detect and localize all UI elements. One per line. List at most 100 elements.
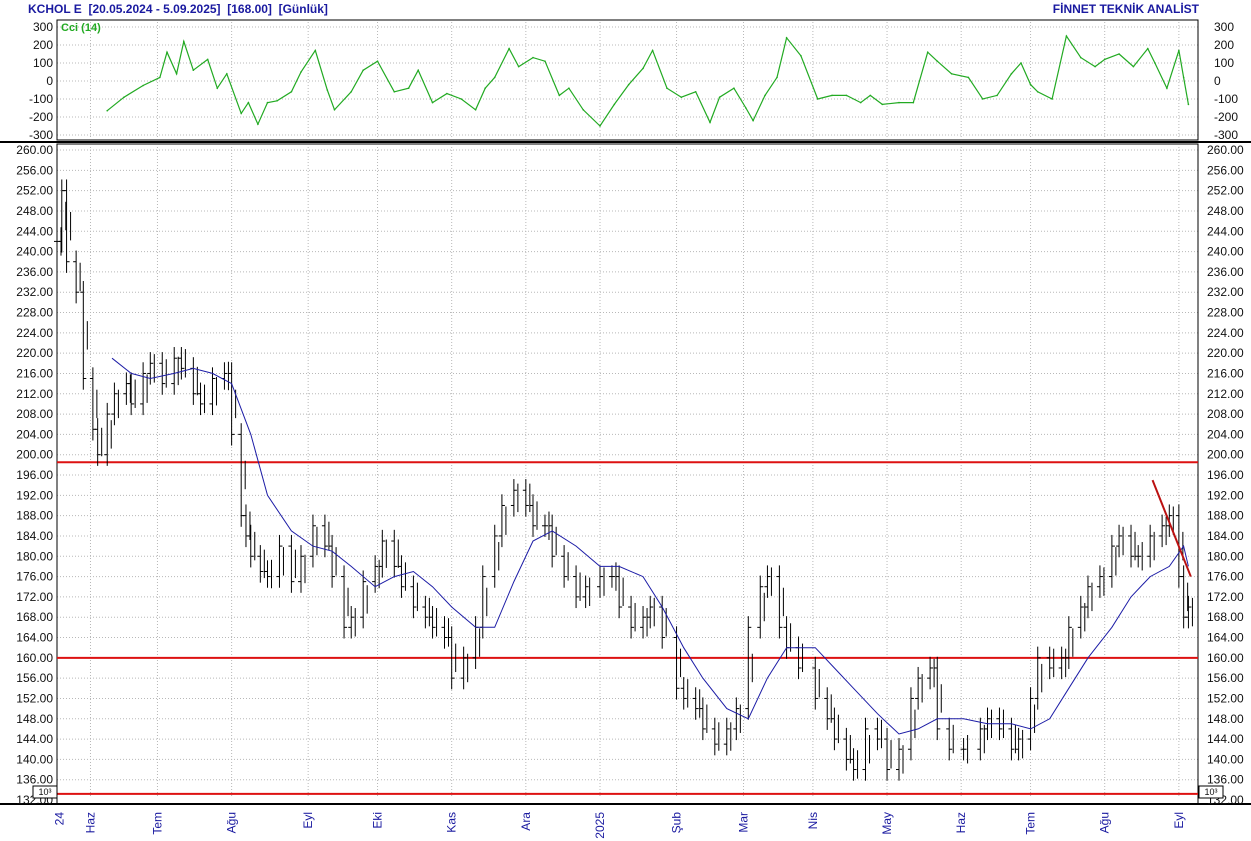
- price-ytick-left: 140.00: [16, 752, 53, 766]
- chart-header-right: FİNNET TEKNİK ANALİST: [1052, 2, 1199, 16]
- cci-point: [718, 96, 721, 98]
- cci-ytick-right: -200: [1214, 110, 1238, 124]
- cci-frame: [56, 19, 1199, 141]
- price-ytick-left: 240.00: [16, 245, 53, 259]
- price-ytick-left: 196.00: [16, 468, 53, 482]
- cci-ytick-left: 300: [33, 20, 53, 34]
- x-tick-label: Eyl: [1172, 812, 1186, 829]
- price-ytick-right: 248.00: [1207, 204, 1244, 218]
- cci-point: [776, 76, 778, 79]
- price-ytick-left: 260.00: [16, 143, 53, 157]
- cci-line: [106, 34, 1189, 127]
- price-ytick-right: 156.00: [1207, 671, 1244, 685]
- price-ytick-right: 176.00: [1207, 570, 1244, 584]
- cci-point: [142, 84, 144, 87]
- x-tick-label: Eki: [371, 812, 385, 829]
- cci-point: [800, 55, 802, 57]
- cci-point: [1036, 91, 1039, 93]
- price-ytick-left: 192.00: [16, 488, 53, 502]
- cci-point: [544, 60, 546, 62]
- price-ytick-left: 180.00: [16, 549, 53, 563]
- cci-point: [936, 60, 939, 62]
- price-ytick-left: 244.00: [16, 224, 53, 238]
- cci-point: [1065, 35, 1068, 37]
- cci-point: [192, 69, 195, 71]
- cci-ytick-right: 300: [1214, 20, 1234, 34]
- price-ytick-left: 200.00: [16, 448, 53, 462]
- price-ytick-left: 220.00: [16, 346, 53, 360]
- cci-point: [613, 103, 616, 106]
- cci-ytick-left: -100: [29, 92, 53, 106]
- price-ytick-right: 192.00: [1207, 488, 1244, 502]
- cci-ytick-left: 0: [46, 74, 53, 88]
- cci-point: [240, 112, 242, 115]
- cci-point: [290, 91, 293, 93]
- cci-ytick-right: -100: [1214, 92, 1238, 106]
- axis-badge-right-text: 10³: [1204, 787, 1217, 797]
- price-ytick-left: 184.00: [16, 529, 53, 543]
- trend-line: [1151, 479, 1192, 577]
- x-tick-label: Kas: [445, 812, 459, 833]
- price-ytick-left: 256.00: [16, 163, 53, 177]
- cci-point: [493, 76, 496, 79]
- moving-average-line: [111, 357, 1189, 735]
- cci-point: [1094, 65, 1096, 68]
- cci-point: [859, 101, 862, 104]
- cci-point: [1079, 56, 1082, 59]
- x-tick-label: Haz: [954, 812, 968, 833]
- price-ytick-left: 212.00: [16, 387, 53, 401]
- grid-layer: [57, 22, 1198, 798]
- axis-badge-right: [1198, 785, 1224, 799]
- price-ytick-left: 144.00: [16, 732, 53, 746]
- cci-point: [247, 101, 250, 104]
- cci-point: [474, 109, 477, 111]
- cci-point: [816, 98, 819, 100]
- price-ytick-right: 188.00: [1207, 509, 1244, 523]
- x-tick-label: Şub: [670, 812, 684, 834]
- price-ytick-left: 152.00: [16, 691, 53, 705]
- cci-point: [912, 101, 915, 104]
- price-ytick-right: 184.00: [1207, 529, 1244, 543]
- cci-point: [733, 87, 735, 89]
- cci-point: [558, 94, 561, 97]
- price-ytick-left: 248.00: [16, 204, 53, 218]
- price-ytick-left: 164.00: [16, 631, 53, 645]
- price-ytick-right: 180.00: [1207, 549, 1244, 563]
- x-tick-label: Nis: [806, 812, 820, 829]
- cci-point: [568, 87, 570, 89]
- cci-point: [694, 91, 697, 93]
- price-ytick-left: 216.00: [16, 366, 53, 380]
- cci-point: [745, 107, 747, 109]
- cci-point: [1178, 49, 1180, 52]
- price-ytick-left: 204.00: [16, 427, 53, 441]
- cci-point: [845, 94, 848, 97]
- cci-point: [651, 49, 654, 52]
- cci-point: [642, 67, 644, 70]
- cci-point: [166, 51, 168, 53]
- cci-point: [362, 69, 364, 71]
- chart-header-left: KCHOL E [20.05.2024 - 5.09.2025] [168.00…: [28, 2, 328, 16]
- cci-point: [752, 119, 754, 122]
- price-ytick-right: 244.00: [1207, 224, 1244, 238]
- price-ytick-right: 220.00: [1207, 346, 1244, 360]
- cci-ytick-left: -300: [29, 128, 53, 142]
- price-ytick-right: 140.00: [1207, 752, 1244, 766]
- price-ytick-left: 160.00: [16, 651, 53, 665]
- price-ytick-right: 196.00: [1207, 468, 1244, 482]
- price-ytick-right: 256.00: [1207, 163, 1244, 177]
- cci-point: [582, 109, 585, 111]
- x-tick-label: Ağu: [1098, 812, 1112, 833]
- cci-point: [869, 94, 872, 97]
- price-ytick-left: 136.00: [16, 773, 53, 787]
- cci-point: [1029, 83, 1032, 86]
- price-ytick-right: 164.00: [1207, 631, 1244, 645]
- cci-ytick-left: 100: [33, 56, 53, 70]
- cci-ytick-left: -200: [29, 110, 53, 124]
- axis-badge-left-text: 10³: [38, 787, 51, 797]
- price-ytick-right: 252.00: [1207, 184, 1244, 198]
- price-ytick-right: 224.00: [1207, 326, 1244, 340]
- price-ytick-right: 212.00: [1207, 387, 1244, 401]
- cci-point: [1010, 73, 1013, 75]
- cci-point: [996, 94, 998, 97]
